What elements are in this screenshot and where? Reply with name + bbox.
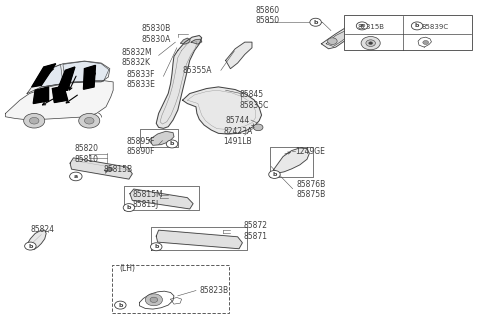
Text: b: b — [415, 23, 419, 28]
Circle shape — [151, 243, 162, 251]
Polygon shape — [27, 61, 110, 94]
Text: 85833F
85833E: 85833F 85833E — [126, 70, 155, 89]
Circle shape — [70, 172, 82, 181]
Polygon shape — [180, 38, 190, 44]
Circle shape — [369, 42, 372, 45]
Circle shape — [29, 118, 39, 124]
Circle shape — [150, 297, 157, 302]
Polygon shape — [63, 61, 109, 83]
Text: 1249GE: 1249GE — [295, 147, 325, 156]
Text: 85895F
85890F: 85895F 85890F — [126, 137, 155, 156]
Polygon shape — [326, 30, 351, 47]
FancyBboxPatch shape — [344, 15, 472, 50]
Polygon shape — [274, 148, 310, 173]
Polygon shape — [149, 131, 174, 145]
Circle shape — [115, 301, 126, 309]
Circle shape — [423, 41, 429, 45]
Circle shape — [123, 204, 135, 211]
Text: b: b — [127, 205, 131, 210]
Text: b: b — [154, 244, 158, 249]
Text: 82423A
1491LB: 82423A 1491LB — [223, 127, 252, 147]
Polygon shape — [226, 42, 252, 69]
Polygon shape — [156, 36, 202, 128]
Polygon shape — [33, 87, 48, 104]
Text: 85815B: 85815B — [104, 165, 133, 174]
Text: a: a — [360, 23, 364, 28]
Text: a: a — [74, 174, 78, 179]
Polygon shape — [57, 67, 75, 91]
Text: 85860
85850: 85860 85850 — [256, 6, 280, 25]
Polygon shape — [140, 291, 174, 309]
FancyBboxPatch shape — [112, 265, 229, 313]
Text: 85876B
85875B: 85876B 85875B — [297, 180, 326, 199]
Text: 85815M
85815J: 85815M 85815J — [132, 190, 163, 209]
Polygon shape — [52, 86, 68, 103]
Circle shape — [24, 114, 45, 128]
Text: 85839C: 85839C — [422, 24, 449, 30]
Polygon shape — [418, 37, 432, 47]
Circle shape — [366, 40, 375, 47]
Text: 85823B: 85823B — [199, 286, 228, 295]
Text: 82315B: 82315B — [357, 24, 384, 30]
Text: b: b — [28, 243, 33, 249]
Polygon shape — [182, 87, 262, 134]
Text: (LH): (LH) — [120, 264, 135, 273]
Circle shape — [166, 140, 178, 148]
Polygon shape — [130, 189, 193, 209]
Text: 85872
85871: 85872 85871 — [243, 221, 267, 241]
Text: 85832M
85832K: 85832M 85832K — [121, 48, 152, 67]
Text: 85830B
85830A: 85830B 85830A — [142, 24, 171, 44]
Circle shape — [269, 170, 280, 178]
Circle shape — [253, 124, 263, 131]
Polygon shape — [32, 64, 56, 87]
Text: 85824: 85824 — [30, 225, 54, 234]
Polygon shape — [191, 39, 202, 44]
Polygon shape — [27, 230, 46, 249]
Circle shape — [84, 118, 94, 124]
Circle shape — [79, 114, 100, 128]
Polygon shape — [38, 64, 63, 87]
Polygon shape — [156, 230, 242, 249]
Circle shape — [327, 38, 337, 45]
Polygon shape — [84, 65, 96, 89]
Circle shape — [107, 167, 113, 171]
Text: 85820
85810: 85820 85810 — [75, 144, 99, 164]
Text: 85355A: 85355A — [182, 66, 212, 75]
Circle shape — [310, 18, 322, 26]
Circle shape — [356, 22, 368, 30]
Polygon shape — [322, 26, 355, 49]
Text: 85845
85835C: 85845 85835C — [240, 91, 269, 110]
Text: b: b — [170, 142, 174, 147]
Text: b: b — [272, 172, 276, 177]
Polygon shape — [5, 80, 113, 120]
Circle shape — [24, 242, 36, 250]
Text: b: b — [313, 20, 318, 25]
Text: b: b — [118, 303, 122, 308]
Circle shape — [361, 37, 380, 50]
Text: 85744: 85744 — [226, 116, 250, 125]
Polygon shape — [170, 297, 181, 304]
Polygon shape — [70, 158, 132, 179]
Circle shape — [145, 294, 162, 306]
Circle shape — [411, 22, 423, 30]
